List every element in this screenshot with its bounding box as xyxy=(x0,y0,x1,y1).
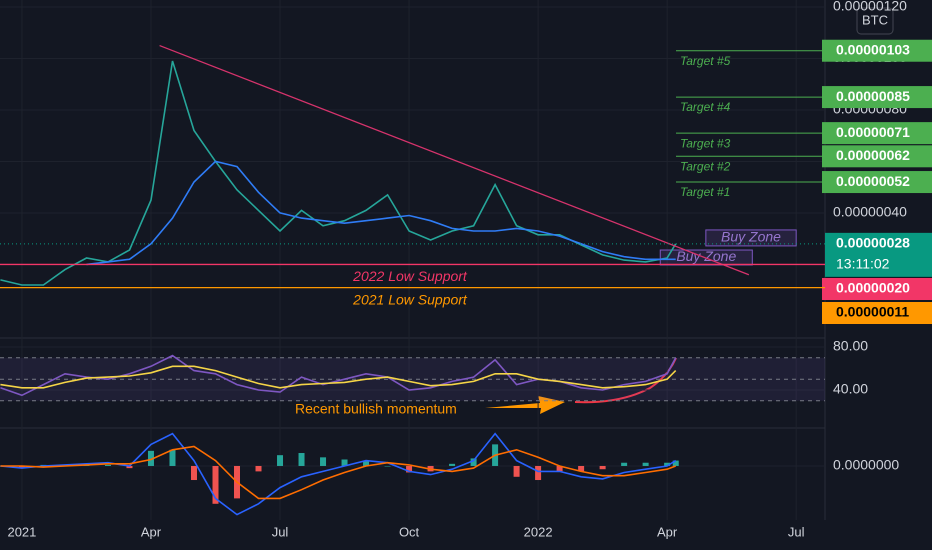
histogram-bar xyxy=(126,465,133,469)
target-label: Target #3 xyxy=(680,136,731,150)
support-label: 2022 Low Support xyxy=(352,268,468,284)
y-tick-label: 0.00000120 xyxy=(833,0,907,14)
price-box xyxy=(822,171,932,194)
target-label: Target #1 xyxy=(680,185,730,199)
price-box-label: 0.00000085 xyxy=(836,88,910,104)
trendline xyxy=(159,44,750,276)
histogram-bar xyxy=(384,465,391,467)
x-tick-label: 2022 xyxy=(524,524,553,539)
y-tick-label: 0.0000000 xyxy=(833,457,899,473)
target-label: Target #5 xyxy=(680,54,731,68)
target-label: Target #4 xyxy=(680,100,731,114)
price-box xyxy=(822,122,932,145)
y-tick-label: 80.00 xyxy=(833,338,868,354)
price-box xyxy=(822,302,932,324)
histogram-bar xyxy=(449,463,456,466)
price-box-label: 0.00000011 xyxy=(836,304,909,320)
histogram-bar xyxy=(212,465,219,504)
current-price-label: 0.00000028 xyxy=(836,235,910,251)
histogram-bar xyxy=(642,462,649,466)
histogram-bar xyxy=(341,459,348,466)
support-label: 2021 Low Support xyxy=(352,291,468,307)
histogram-bar xyxy=(599,465,606,470)
y-tick-label: 40.00 xyxy=(833,381,868,397)
series-line xyxy=(86,160,676,266)
series-line xyxy=(0,445,676,500)
x-tick-label: Jul xyxy=(788,524,805,539)
histogram-bar xyxy=(169,449,176,466)
target-label: Target #2 xyxy=(680,159,731,173)
histogram-bar xyxy=(190,465,197,481)
histogram-bar xyxy=(672,460,679,466)
price-box xyxy=(822,86,932,109)
y-tick-label: 0.00000040 xyxy=(833,204,907,220)
histogram-bar xyxy=(664,462,671,466)
current-price-box xyxy=(825,232,932,277)
buy-zone-label: Buy Zone xyxy=(721,229,781,245)
x-tick-label: Apr xyxy=(141,524,162,539)
x-tick-label: Apr xyxy=(657,524,678,539)
price-box-label: 0.00000062 xyxy=(836,147,910,163)
x-tick-label: Oct xyxy=(399,524,420,539)
histogram-bar xyxy=(147,450,154,466)
series-line xyxy=(0,365,677,389)
x-tick-label: Jul xyxy=(272,524,289,539)
annotation: Recent bullish momentum xyxy=(295,401,457,417)
x-tick-label: 2021 xyxy=(7,524,36,539)
buy-zone xyxy=(705,229,797,247)
currency-button[interactable] xyxy=(856,7,894,35)
histogram-bar xyxy=(320,457,327,466)
countdown: 13:11:02 xyxy=(836,256,890,272)
histogram-bar xyxy=(255,465,262,472)
histogram-bar xyxy=(277,455,284,466)
histogram-bar xyxy=(18,465,25,469)
price-box-label: 0.00000071 xyxy=(836,124,910,140)
histogram-bar xyxy=(363,460,370,466)
histogram-bar xyxy=(535,465,542,481)
price-box-label: 0.00000103 xyxy=(836,41,910,57)
histogram-bar xyxy=(104,464,111,466)
histogram-bar xyxy=(578,465,585,472)
price-box xyxy=(822,39,932,62)
histogram-bar xyxy=(298,453,305,466)
histogram-bar xyxy=(513,465,520,477)
price-box-label: 0.00000052 xyxy=(836,173,910,189)
histogram-bar xyxy=(406,465,413,473)
histogram-bar xyxy=(621,462,628,466)
currency-label: BTC xyxy=(862,12,888,27)
histogram-bar xyxy=(556,465,563,472)
histogram-bar xyxy=(470,458,477,466)
price-box xyxy=(822,278,932,300)
price-box-label: 0.00000020 xyxy=(836,280,910,296)
price-box xyxy=(822,145,932,168)
